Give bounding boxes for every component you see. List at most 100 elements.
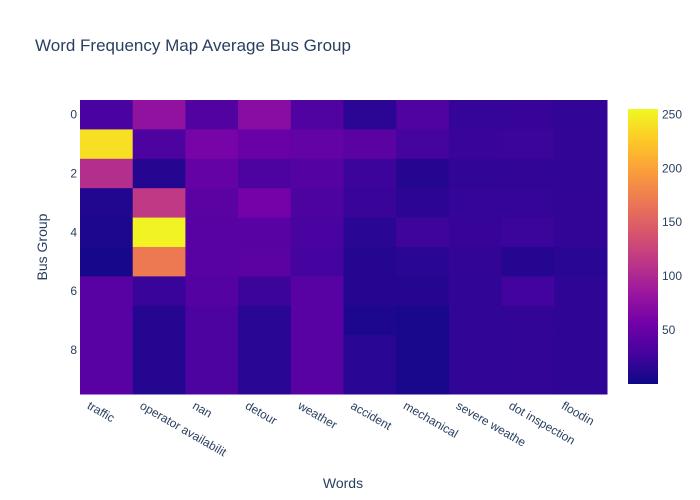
y-tick-label: 4 [70,225,77,239]
heatmap-cell [448,158,503,189]
heatmap-cell [448,100,503,130]
heatmap-cell [554,217,608,248]
heatmap-cell [80,217,134,248]
heatmap-cell [554,188,608,219]
heatmap-cell [396,100,450,130]
heatmap-cell [238,158,292,189]
heatmap-cell [238,335,292,395]
y-tick-label: 6 [70,284,77,298]
heatmap-cell [132,129,186,160]
heatmap-cell [132,305,186,336]
heatmap-cell [132,188,186,219]
heatmap-cell [396,188,450,219]
x-tick-label: accident [348,398,394,433]
heatmap-cell [501,305,555,336]
heatmap-cell [290,129,344,160]
heatmap-cell [80,129,134,160]
heatmap-cell [501,276,555,307]
heatmap-cell [554,158,608,189]
y-axis-ticks: 0 2 4 6 8 [70,108,77,357]
heatmap-cell [554,276,608,307]
colorbar-tick-label: 150 [662,215,682,229]
heatmap-cell [238,247,292,277]
heatmap-cell [501,247,555,277]
heatmap-cell [396,217,450,248]
heatmap-cell [185,100,239,130]
heatmap-cell [80,335,134,395]
y-axis-title: Bus Group [34,213,50,280]
colorbar-tick-label: 100 [662,269,682,283]
heatmap-cell [185,276,239,307]
heatmap-cell [238,305,292,336]
heatmap-cell [554,335,608,395]
heatmap-cell [185,335,239,395]
heatmap-cell [80,247,134,277]
heatmap-cell [396,335,450,395]
heatmap-cell [343,217,397,248]
y-tick-label: 8 [70,343,77,357]
heatmap-cell [290,305,344,336]
heatmap-cell [343,276,397,307]
heatmap-cell [448,188,503,219]
heatmap-cell [132,158,186,189]
heatmap-cell [448,247,503,277]
heatmap-cells [80,100,608,395]
colorbar-ticks: 50 100 150 200 250 [662,107,682,337]
heatmap-cell [185,129,239,160]
heatmap-cell [185,305,239,336]
x-tick-label: traffic [85,398,117,425]
heatmap-cell [185,158,239,189]
heatmap-cell [132,247,186,277]
heatmap-cell [290,335,344,395]
heatmap-cell [448,276,503,307]
colorbar [628,109,658,384]
x-tick-label: detour [243,398,279,427]
heatmap-cell [290,217,344,248]
colorbar-tick-label: 50 [662,323,676,337]
heatmap-cell [132,335,186,395]
heatmap-cell [396,305,450,336]
chart-title: Word Frequency Map Average Bus Group [35,36,351,55]
heatmap-cell [132,276,186,307]
heatmap-cell [396,129,450,160]
heatmap-cell [343,247,397,277]
heatmap-cell [554,100,608,130]
y-tick-label: 0 [70,108,77,122]
heatmap-cell [80,305,134,336]
heatmap-cell [448,305,503,336]
heatmap-cell [554,305,608,336]
heatmap-cell [343,158,397,189]
heatmap-cell [80,188,134,219]
x-tick-label: operator availabilit [138,398,230,459]
x-tick-label: nan [190,398,214,420]
heatmap-cell [448,335,503,395]
y-tick-label: 2 [70,167,77,181]
heatmap-cell [238,217,292,248]
heatmap-cell [185,188,239,219]
heatmap-cell [396,276,450,307]
heatmap-cell [238,129,292,160]
heatmap-cell [238,188,292,219]
heatmap-cell [343,305,397,336]
heatmap-cell [448,217,503,248]
heatmap-cell [290,158,344,189]
heatmap-cell [132,100,186,130]
heatmap-cell [501,158,555,189]
heatmap-cell [343,335,397,395]
colorbar-tick-label: 250 [662,107,682,121]
heatmap-cell [80,276,134,307]
heatmap-cell [501,335,555,395]
heatmap-cell [290,247,344,277]
heatmap-cell [554,247,608,277]
heatmap-cell [501,217,555,248]
x-tick-label: mechanical [401,398,461,440]
heatmap-cell [290,276,344,307]
heatmap-cell [501,100,555,130]
x-tick-label: weather [295,398,340,432]
heatmap-cell [238,276,292,307]
heatmap-cell [80,100,134,130]
heatmap-cell [501,129,555,160]
heatmap-cell [238,100,292,130]
